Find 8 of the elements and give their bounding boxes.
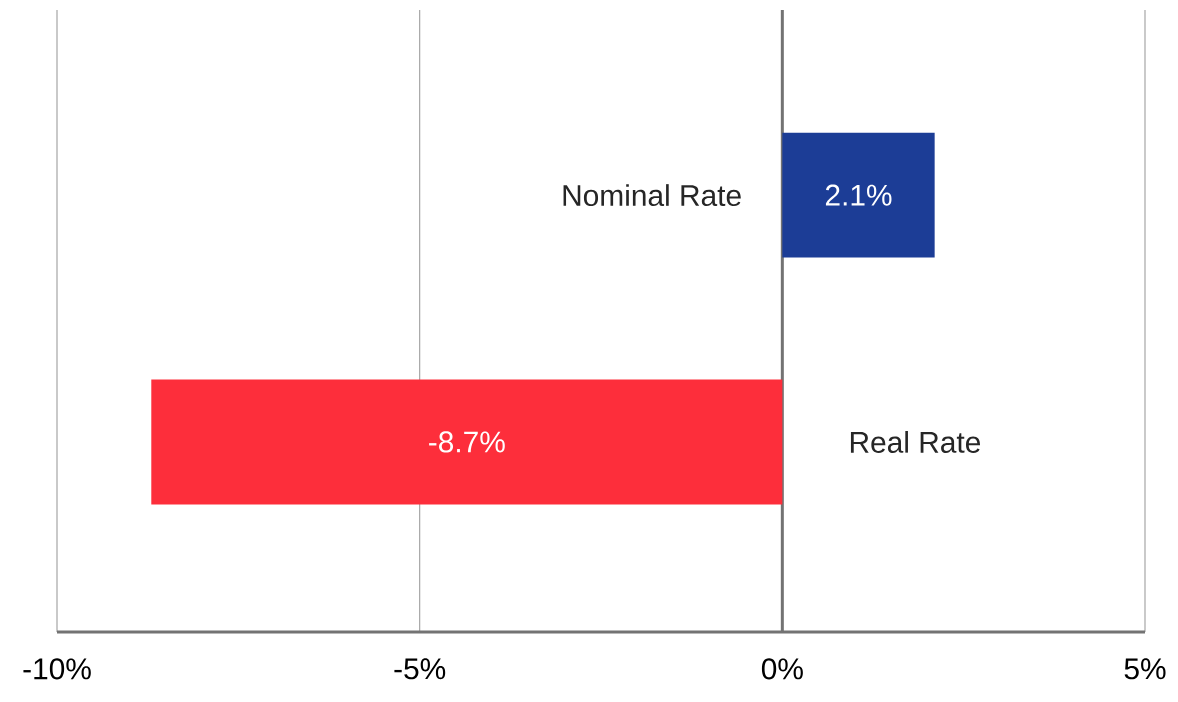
y-tick-label: Real Rate [850,430,981,453]
data-label: -8.7% [429,431,505,453]
y-tick-label: Nominal Rate [563,184,741,207]
x-tick-label: -10% [23,658,91,680]
x-tick-label: -5% [394,658,446,680]
x-tick-label: 5% [1124,658,1166,680]
data-label: 2.1% [825,184,892,206]
x-tick-label: 0% [761,658,803,680]
